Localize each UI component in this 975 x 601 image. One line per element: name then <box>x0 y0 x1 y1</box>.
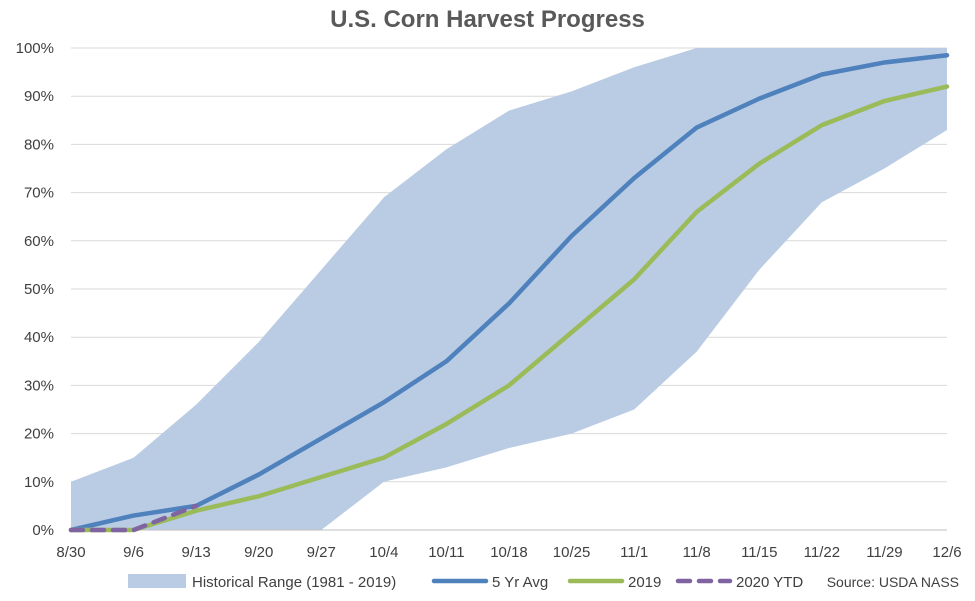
legend-swatch <box>128 574 186 588</box>
range-band <box>71 48 947 530</box>
x-tick-label: 10/4 <box>369 544 398 561</box>
x-tick-label: 11/22 <box>804 544 840 561</box>
x-tick-label: 9/6 <box>123 544 144 561</box>
source-note: Source: USDA NASS <box>826 574 959 590</box>
y-tick-label: 90% <box>24 88 54 105</box>
legend-label: 2019 <box>628 574 661 591</box>
x-tick-label: 10/25 <box>553 544 591 561</box>
chart-title: U.S. Corn Harvest Progress <box>330 6 645 33</box>
series-line <box>68 503 199 533</box>
x-tick-label: 8/30 <box>56 544 85 561</box>
x-tick-label: 10/11 <box>428 544 464 561</box>
legend-label: 2020 YTD <box>736 574 803 591</box>
x-tick-label: 11/15 <box>741 544 777 561</box>
y-tick-label: 0% <box>32 522 54 539</box>
y-tick-label: 30% <box>24 377 54 394</box>
x-tick-label: 11/1 <box>620 544 648 561</box>
y-tick-label: 40% <box>24 329 54 346</box>
y-tick-label: 100% <box>16 40 54 57</box>
y-tick-label: 80% <box>24 136 54 153</box>
legend-label: 5 Yr Avg <box>492 574 548 591</box>
y-tick-label: 10% <box>24 474 54 491</box>
x-tick-label: 11/8 <box>683 544 711 561</box>
x-tick-label: 9/13 <box>182 544 211 561</box>
series-line <box>68 52 950 533</box>
x-tick-label: 9/20 <box>244 544 273 561</box>
y-tick-label: 50% <box>24 281 54 298</box>
x-tick-label: 10/18 <box>490 544 528 561</box>
y-tick-label: 70% <box>24 185 54 202</box>
y-tick-label: 20% <box>24 426 54 443</box>
x-tick-label: 11/29 <box>866 544 902 561</box>
x-tick-label: 9/27 <box>307 544 336 561</box>
x-tick-label: 12/6 <box>932 544 961 561</box>
legend-label: Historical Range (1981 - 2019) <box>192 574 396 591</box>
series-line <box>68 84 950 533</box>
y-tick-label: 60% <box>24 233 54 250</box>
